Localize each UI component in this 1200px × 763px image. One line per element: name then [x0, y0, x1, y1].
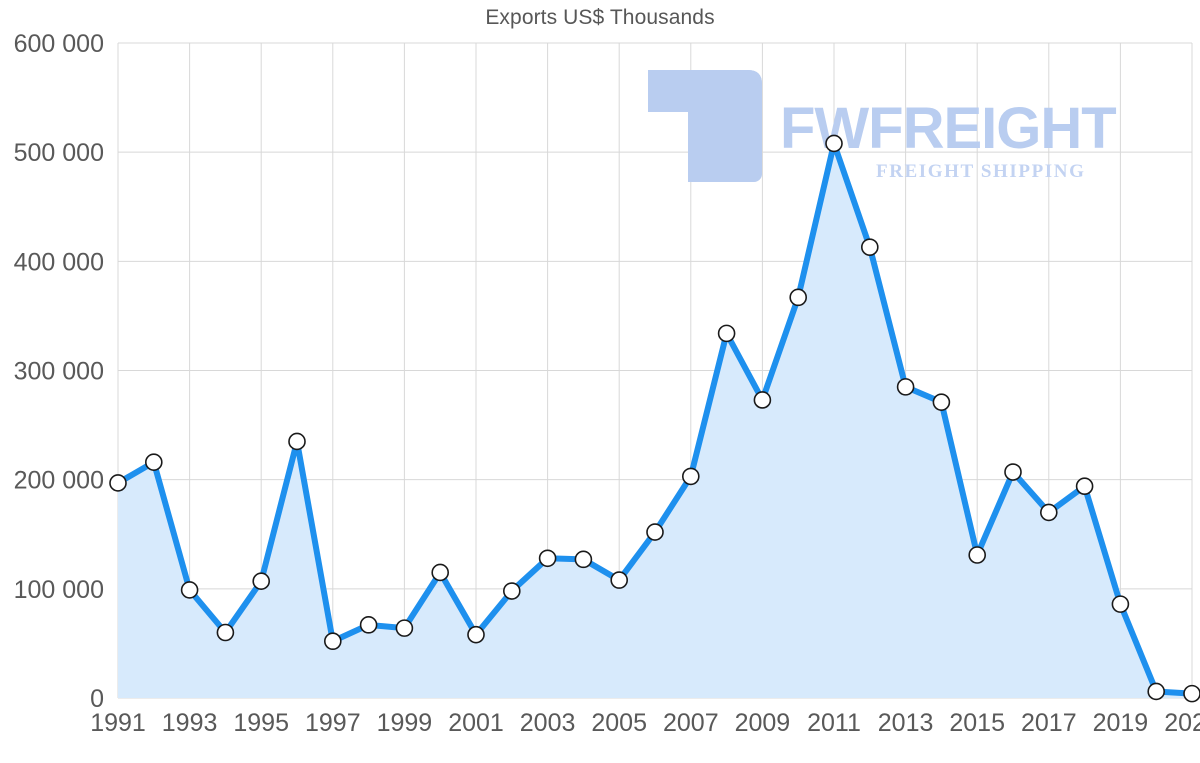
y-axis-tick-label: 300 000 — [14, 358, 104, 386]
data-point-marker[interactable] — [753, 391, 772, 409]
x-axis-tick-label: 2015 — [949, 709, 1005, 737]
x-axis-tick-label: 2009 — [735, 709, 791, 737]
area-fill — [118, 143, 1192, 698]
y-axis-tick-label: 600 000 — [14, 30, 104, 58]
watermark-tagline-text: FREIGHT SHIPPING — [876, 161, 1085, 182]
data-point-marker[interactable] — [681, 467, 700, 486]
watermark: FWFREIGHT FREIGHT SHIPPING — [648, 70, 1117, 182]
data-point-marker[interactable] — [968, 546, 987, 564]
x-axis-tick-label: 2005 — [591, 709, 647, 737]
data-point-marker[interactable] — [1004, 463, 1022, 481]
x-axis-tick-label: 2019 — [1093, 709, 1149, 737]
x-axis-tick-label: 1995 — [233, 709, 289, 737]
data-point-marker[interactable] — [1183, 684, 1200, 703]
watermark-logo-icon — [648, 70, 762, 182]
data-point-marker[interactable] — [395, 619, 414, 637]
data-point-marker[interactable] — [1075, 477, 1094, 496]
data-point-marker[interactable] — [538, 549, 557, 568]
data-point-marker[interactable] — [180, 581, 199, 599]
data-point-marker[interactable] — [717, 324, 736, 343]
x-axis-tick-label: 2007 — [663, 709, 719, 737]
data-point-marker[interactable] — [467, 625, 485, 644]
y-axis-tick-label: 500 000 — [14, 139, 104, 167]
x-axis-tick-label: 1993 — [162, 709, 218, 737]
data-point-marker[interactable] — [1111, 595, 1130, 613]
x-axis-tick-label: 1997 — [305, 709, 361, 737]
data-point-marker[interactable] — [431, 563, 450, 582]
data-point-marker[interactable] — [502, 582, 521, 600]
x-axis-tick-label: 2011 — [807, 709, 861, 737]
x-axis-tick-label: 2001 — [448, 709, 504, 737]
x-axis-tick-label: 2017 — [1021, 709, 1077, 737]
data-point-marker[interactable] — [932, 393, 951, 411]
x-axis-tick-labels: 1991 1993 1995 1997 1999 2001 2003 2005 2007 2009… — [90, 709, 1200, 737]
data-point-marker[interactable] — [109, 474, 127, 492]
data-point-marker[interactable] — [1147, 682, 1165, 701]
data-point-marker[interactable] — [896, 378, 915, 396]
x-axis-tick-label: 1999 — [377, 709, 433, 737]
x-axis-tick-label: 1991 — [90, 709, 146, 737]
y-axis-tick-labels: 0 100 000 200 000 300 000 400 000 500 000 600 … — [14, 30, 104, 713]
data-point-marker[interactable] — [145, 453, 163, 472]
x-axis-tick-label: 2021 — [1164, 709, 1200, 737]
data-point-marker[interactable] — [359, 616, 378, 634]
y-axis-tick-label: 100 000 — [14, 576, 104, 604]
y-axis-tick-label: 400 000 — [14, 248, 104, 276]
data-point-marker[interactable] — [288, 432, 306, 451]
y-axis-tick-label: 200 000 — [14, 467, 104, 495]
data-point-marker[interactable] — [646, 523, 664, 541]
data-point-marker[interactable] — [216, 623, 235, 642]
x-axis-tick-label: 2013 — [878, 709, 934, 737]
data-point-marker[interactable] — [1040, 503, 1058, 522]
data-point-marker[interactable] — [574, 550, 593, 569]
y-axis-tick-label: 0 — [90, 685, 104, 713]
chart-title: Exports US$ Thousands — [485, 6, 715, 29]
data-point-marker[interactable] — [825, 134, 843, 153]
data-point-marker[interactable] — [860, 238, 879, 256]
data-point-markers — [109, 134, 1200, 703]
data-point-marker[interactable] — [252, 572, 271, 590]
data-point-marker[interactable] — [789, 288, 808, 307]
x-axis-tick-label: 2003 — [520, 709, 576, 737]
data-point-marker[interactable] — [323, 632, 342, 651]
data-point-marker[interactable] — [610, 571, 629, 589]
